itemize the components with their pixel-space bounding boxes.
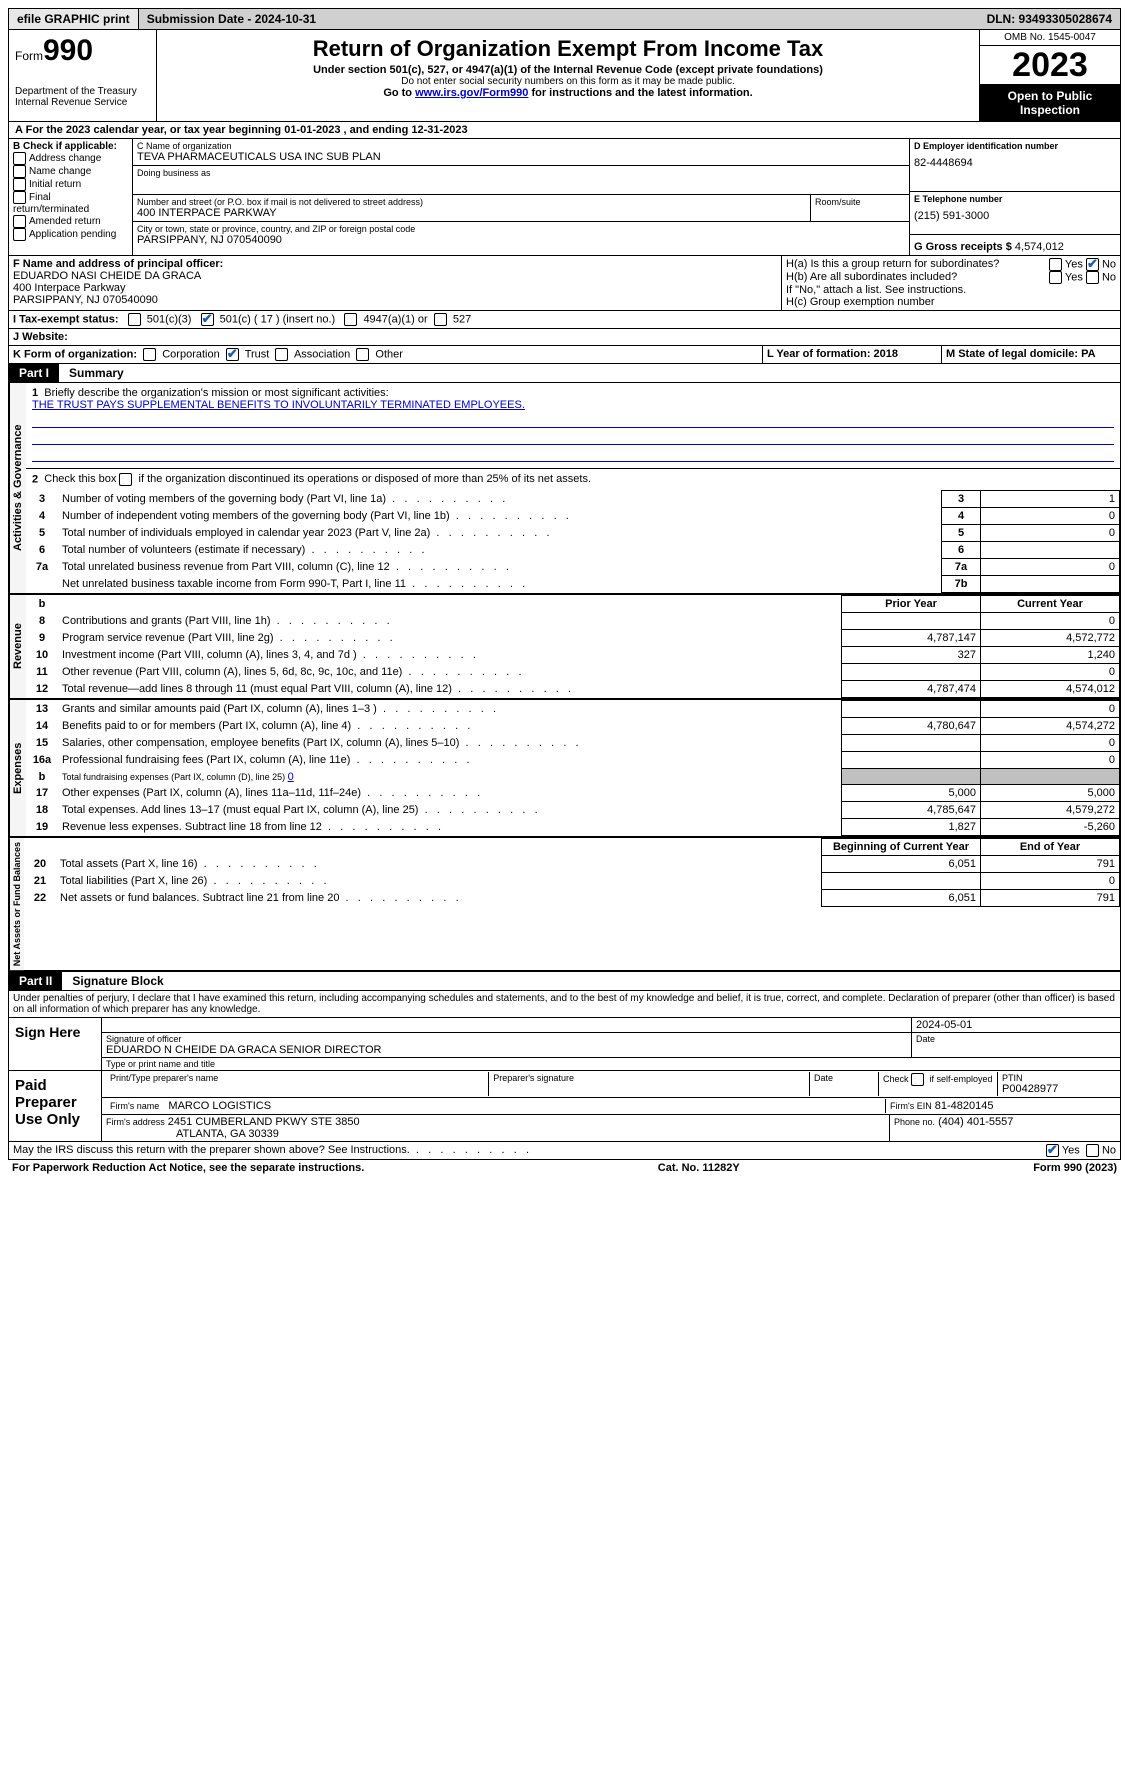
dln: DLN: 93493305028674: [979, 9, 1120, 29]
gross-receipts-value: 4,574,012: [1015, 241, 1064, 253]
street-label: Number and street (or P.O. box if mail i…: [137, 197, 806, 207]
firm-phone: (404) 401-5557: [938, 1116, 1013, 1128]
chk-other[interactable]: [356, 348, 369, 361]
discuss-row: May the IRS discuss this return with the…: [8, 1142, 1121, 1160]
form-of-org-label: K Form of organization:: [13, 348, 137, 360]
side-net-assets: Net Assets or Fund Balances: [9, 838, 24, 970]
chk-final-return[interactable]: Final return/terminated: [13, 191, 128, 215]
ein-label: D Employer identification number: [914, 141, 1116, 151]
sign-here-block: Sign Here 2024-05-01 Signature of office…: [8, 1018, 1121, 1071]
ptin: P00428977: [1002, 1083, 1112, 1095]
chk-501c[interactable]: [201, 313, 214, 326]
side-governance: Activities & Governance: [9, 383, 26, 593]
hb-label: H(b) Are all subordinates included?: [786, 271, 957, 284]
page-footer: For Paperwork Reduction Act Notice, see …: [8, 1160, 1121, 1176]
submission-date: Submission Date - 2024-10-31: [139, 9, 324, 29]
name-label: C Name of organization: [137, 141, 905, 151]
omb-number: OMB No. 1545-0047: [980, 30, 1120, 46]
ssn-note: Do not enter social security numbers on …: [163, 76, 973, 87]
hb-note: If "No," attach a list. See instructions…: [786, 284, 1116, 296]
chk-hb-no[interactable]: [1086, 271, 1099, 284]
governance-table: 3 Number of voting members of the govern…: [26, 490, 1120, 593]
paid-preparer-block: Paid Preparer Use Only Print/Type prepar…: [8, 1071, 1121, 1142]
chk-name-change[interactable]: Name change: [13, 165, 128, 178]
officer-city: PARSIPPANY, NJ 070540090: [13, 294, 777, 306]
form990-link[interactable]: www.irs.gov/Form990: [415, 87, 528, 99]
side-revenue: Revenue: [9, 595, 26, 698]
year-formation: L Year of formation: 2018: [767, 348, 898, 360]
chk-assoc[interactable]: [275, 348, 288, 361]
discontinued-label: Check this box if the organization disco…: [44, 473, 591, 485]
website-label: J Website:: [13, 331, 68, 343]
officer-group-block: F Name and address of principal officer:…: [8, 256, 1121, 311]
section-governance: Activities & Governance 1 Briefly descri…: [8, 383, 1121, 595]
net-assets-table: Beginning of Current Year End of Year20 …: [24, 838, 1120, 907]
chk-discuss-yes[interactable]: [1046, 1144, 1059, 1157]
org-name: TEVA PHARMACEUTICALS USA INC SUB PLAN: [137, 151, 905, 163]
perjury-statement: Under penalties of perjury, I declare th…: [8, 991, 1121, 1018]
section-revenue: Revenue b Prior Year Current Year8 Contr…: [8, 595, 1121, 700]
chk-discontinued[interactable]: [119, 473, 132, 486]
side-expenses: Expenses: [9, 700, 26, 836]
room-label: Room/suite: [815, 197, 905, 207]
gross-receipts-label: G Gross receipts $: [914, 241, 1012, 253]
chk-discuss-no[interactable]: [1086, 1144, 1099, 1157]
part2-header: Part II Signature Block: [8, 972, 1121, 991]
form-header: Form990 Department of the Treasury Inter…: [8, 30, 1121, 122]
tax-exempt-label: I Tax-exempt status:: [13, 313, 119, 325]
sign-date: 2024-05-01: [911, 1018, 1120, 1033]
ha-label: H(a) Is this a group return for subordin…: [786, 258, 999, 271]
chk-amended-return[interactable]: Amended return: [13, 215, 128, 228]
chk-ha-no[interactable]: [1086, 258, 1099, 271]
public-inspection: Open to Public Inspection: [980, 85, 1120, 121]
chk-527[interactable]: [434, 313, 447, 326]
mission-text: THE TRUST PAYS SUPPLEMENTAL BENEFITS TO …: [32, 399, 525, 411]
firm-addr2: ATLANTA, GA 30339: [106, 1128, 885, 1140]
city-label: City or town, state or province, country…: [137, 224, 905, 234]
mission-label: Briefly describe the organization's miss…: [44, 387, 388, 399]
efile-print-button[interactable]: efile GRAPHIC print: [9, 9, 139, 29]
dept-treasury: Department of the Treasury: [15, 86, 150, 97]
chk-trust[interactable]: [226, 348, 239, 361]
section-net-assets: Net Assets or Fund Balances Beginning of…: [8, 838, 1121, 972]
officer-label: F Name and address of principal officer:: [13, 258, 777, 270]
dba-label: Doing business as: [137, 168, 905, 178]
officer-street: 400 Interpace Parkway: [13, 282, 777, 294]
officer-name: EDUARDO NASI CHEIDE DA GRACA: [13, 270, 777, 282]
chk-ha-yes[interactable]: [1049, 258, 1062, 271]
chk-address-change[interactable]: Address change: [13, 152, 128, 165]
top-bar: efile GRAPHIC print Submission Date - 20…: [8, 8, 1121, 30]
chk-501c3[interactable]: [128, 313, 141, 326]
chk-4947[interactable]: [344, 313, 357, 326]
chk-initial-return[interactable]: Initial return: [13, 178, 128, 191]
officer-signature-name: EDUARDO N CHEIDE DA GRACA SENIOR DIRECTO…: [106, 1044, 907, 1056]
form-title: Return of Organization Exempt From Incom…: [163, 36, 973, 62]
hc-label: H(c) Group exemption number: [786, 296, 1116, 308]
section-expenses: Expenses 13 Grants and similar amounts p…: [8, 700, 1121, 838]
goto-line: Go to www.irs.gov/Form990 for instructio…: [163, 87, 973, 99]
firm-ein: 81-4820145: [935, 1100, 994, 1112]
box-b-label: B Check if applicable:: [13, 141, 128, 152]
form-subtitle: Under section 501(c), 527, or 4947(a)(1)…: [163, 64, 973, 76]
chk-self-employed[interactable]: [911, 1073, 924, 1086]
entity-block: B Check if applicable: Address change Na…: [8, 139, 1121, 256]
expenses-table: 13 Grants and similar amounts paid (Part…: [26, 700, 1120, 836]
ein-value: 82-4448694: [914, 157, 1116, 169]
chk-corp[interactable]: [143, 348, 156, 361]
firm-addr1: 2451 CUMBERLAND PKWY STE 3850: [168, 1116, 360, 1128]
part1-header: Part I Summary: [8, 364, 1121, 383]
chk-application-pending[interactable]: Application pending: [13, 228, 128, 241]
phone-value: (215) 591-3000: [914, 210, 1116, 222]
chk-hb-yes[interactable]: [1049, 271, 1062, 284]
street-address: 400 INTERPACE PARKWAY: [137, 207, 806, 219]
city-state-zip: PARSIPPANY, NJ 070540090: [137, 234, 905, 246]
line-a-calendar-year: A For the 2023 calendar year, or tax yea…: [8, 122, 1121, 139]
tax-year: 2023: [980, 46, 1120, 85]
irs-label: Internal Revenue Service: [15, 97, 150, 108]
form-number: Form990: [15, 34, 150, 68]
phone-label: E Telephone number: [914, 194, 1116, 204]
state-domicile: M State of legal domicile: PA: [946, 348, 1096, 360]
revenue-table: b Prior Year Current Year8 Contributions…: [26, 595, 1120, 698]
firm-name: MARCO LOGISTICS: [168, 1100, 271, 1112]
